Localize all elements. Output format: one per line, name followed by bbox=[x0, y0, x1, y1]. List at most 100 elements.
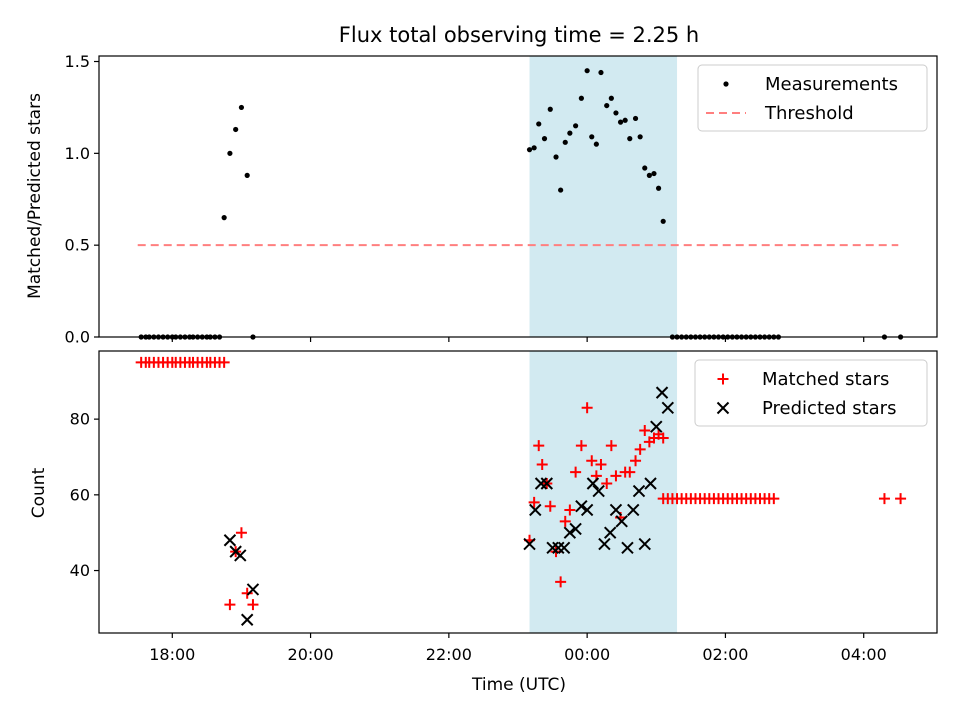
matched-star-point bbox=[601, 477, 613, 489]
legend-label: Matched stars bbox=[762, 369, 889, 390]
measurement-point bbox=[526, 147, 533, 153]
matched-star-point bbox=[575, 440, 587, 452]
predicted-star-point bbox=[644, 477, 657, 490]
legend-item: Measurements bbox=[723, 74, 898, 95]
measurement-point bbox=[589, 134, 595, 140]
axes-frame bbox=[98, 350, 938, 634]
matched-star-point bbox=[564, 504, 576, 516]
top-ylabel: Matched/Predicted stars bbox=[25, 93, 45, 299]
y-tick-label: 80 bbox=[70, 410, 90, 429]
x-tick-label: 04:00 bbox=[841, 645, 887, 664]
matched-star-point bbox=[570, 466, 582, 478]
bottom-ylabel: Count bbox=[29, 467, 49, 518]
series-predicted-stars bbox=[223, 386, 675, 626]
predicted-star-point bbox=[661, 401, 675, 414]
legend-label: Threshold bbox=[764, 103, 854, 124]
legend-dot-icon bbox=[723, 81, 729, 87]
predicted-star-point bbox=[529, 503, 542, 517]
measurement-point bbox=[227, 150, 233, 156]
matched-star-point bbox=[536, 459, 548, 471]
matched-star-point bbox=[544, 500, 556, 512]
measurement-point bbox=[547, 106, 553, 112]
matched-star-point bbox=[657, 432, 669, 444]
predicted-star-point bbox=[586, 477, 600, 490]
predicted-star-point bbox=[552, 541, 565, 555]
measurement-point bbox=[598, 69, 604, 76]
predicted-star-point bbox=[540, 477, 554, 490]
measurement-point bbox=[608, 95, 614, 101]
matched-star-point bbox=[639, 424, 651, 436]
legend-item: Matched stars bbox=[717, 369, 889, 390]
predicted-star-point bbox=[223, 534, 237, 547]
predicted-star-point bbox=[580, 503, 594, 517]
predicted-star-point bbox=[234, 549, 247, 562]
matched-star-point bbox=[595, 459, 607, 471]
bottom-marks bbox=[135, 356, 907, 626]
predicted-star-point bbox=[246, 583, 260, 596]
predicted-star-point bbox=[523, 537, 536, 551]
series-measurements bbox=[138, 68, 904, 340]
measurement-point bbox=[646, 172, 652, 178]
x-tick-label: 18:00 bbox=[149, 645, 195, 664]
y-tick-label: 1.5 bbox=[65, 52, 90, 71]
matched-star-point bbox=[247, 599, 259, 611]
measurement-point bbox=[613, 110, 619, 116]
predicted-star-point bbox=[534, 477, 548, 490]
measurement-point bbox=[573, 123, 579, 129]
predicted-star-point bbox=[569, 522, 582, 536]
measurement-point bbox=[244, 172, 250, 178]
bottom-axes: 40 60 80 18:00 20:00 22:00 00:00 02:00 04:00 bbox=[70, 350, 938, 664]
predicted-star-point bbox=[592, 484, 605, 498]
legend-plus-icon bbox=[717, 373, 729, 385]
y-tick-label: 1.0 bbox=[65, 144, 90, 163]
top-marks bbox=[137, 68, 904, 340]
matched-star-point bbox=[624, 466, 636, 478]
matched-star-point bbox=[634, 443, 646, 455]
measurement-point bbox=[562, 139, 568, 145]
predicted-star-point bbox=[603, 526, 617, 539]
predicted-star-point bbox=[632, 484, 646, 498]
bottom-xlabel: Time (UTC) bbox=[471, 675, 566, 695]
legend-label: Predicted stars bbox=[762, 398, 896, 419]
matched-star-point bbox=[218, 356, 230, 368]
chart-title: Flux total observing time = 2.25 h bbox=[339, 23, 699, 47]
predicted-star-point bbox=[627, 503, 640, 517]
x-tick-label: 20:00 bbox=[288, 645, 334, 664]
predicted-star-point bbox=[575, 499, 588, 513]
predicted-star-point bbox=[650, 420, 663, 433]
y-tick-label: 0.5 bbox=[65, 236, 90, 255]
measurement-point bbox=[642, 165, 648, 171]
measurement-point bbox=[637, 134, 643, 140]
bottom-panel: 40 60 80 18:00 20:00 22:00 00:00 02:00 04:00 Cou… bbox=[29, 350, 938, 695]
matched-star-point bbox=[581, 402, 593, 414]
predicted-star-point bbox=[638, 537, 651, 551]
predicted-star-point bbox=[546, 541, 559, 555]
measurement-point bbox=[221, 215, 227, 221]
top-panel: 0.0 0.5 1.0 1.5 Matched/Predicted stars Mea… bbox=[25, 52, 938, 347]
y-tick-label: 60 bbox=[70, 485, 90, 504]
measurement-point bbox=[531, 145, 537, 151]
predicted-star-point bbox=[615, 515, 628, 528]
measurement-point bbox=[593, 141, 599, 147]
measurement-point bbox=[604, 102, 610, 109]
matched-star-point bbox=[559, 515, 571, 527]
measurement-point bbox=[617, 119, 624, 125]
matched-star-point bbox=[235, 527, 247, 539]
matched-star-point bbox=[895, 493, 907, 505]
x-tick-label: 02:00 bbox=[702, 645, 748, 664]
predicted-star-point bbox=[655, 386, 669, 399]
matched-star-point bbox=[605, 440, 617, 452]
predicted-star-point bbox=[563, 526, 577, 539]
measurement-point bbox=[627, 136, 633, 142]
legend-label: Measurements bbox=[765, 74, 898, 95]
measurement-point bbox=[632, 115, 639, 122]
measurement-point bbox=[660, 218, 666, 224]
matched-star-point bbox=[555, 576, 567, 588]
measurement-point bbox=[553, 154, 559, 160]
matched-star-point bbox=[224, 599, 236, 611]
predicted-star-point bbox=[621, 541, 634, 555]
measurement-point bbox=[536, 121, 542, 127]
predicted-star-point bbox=[598, 537, 611, 551]
measurement-point bbox=[622, 117, 628, 123]
